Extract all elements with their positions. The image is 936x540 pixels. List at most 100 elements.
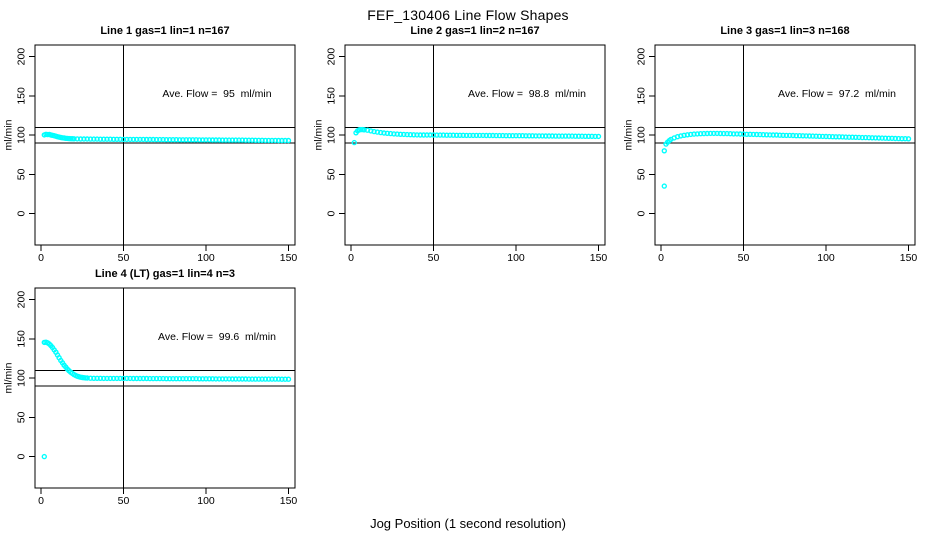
data-point — [493, 132, 499, 139]
x-tick-label: 50 — [738, 252, 750, 264]
y-tick-label: 150 — [326, 87, 338, 105]
y-tick-label: 100 — [326, 126, 338, 144]
y-tick-label: 150 — [16, 87, 28, 105]
data-point — [285, 137, 292, 144]
data-point — [595, 133, 602, 140]
data-point — [351, 139, 357, 146]
y-tick-label: 150 — [636, 87, 648, 105]
avg-flow-annotation: Ave. Flow = 95 ml/min — [162, 88, 271, 100]
data-point — [783, 132, 790, 139]
data-point — [509, 132, 516, 139]
data-point — [176, 137, 183, 143]
y-tick-label: 100 — [16, 369, 28, 387]
data-point — [266, 137, 272, 144]
avg-flow-annotation: Ave. Flow = 97.2 ml/min — [778, 88, 896, 100]
data-point — [503, 132, 509, 139]
data-point — [476, 132, 483, 139]
line-4-plot: 0 50 100 150 200 0 50 100 150 Line 4 (LT) gas=1 … — [3, 268, 298, 507]
data-point — [470, 132, 476, 139]
x-tick-label: 50 — [428, 252, 440, 264]
data-point — [523, 133, 529, 139]
data-point — [453, 132, 460, 139]
data-point — [572, 133, 579, 139]
data-point — [97, 136, 104, 142]
x-tick-label: 50 — [118, 495, 130, 507]
y-axis-label: ml/min — [623, 119, 635, 150]
data-point — [562, 133, 569, 139]
panel-line-4: 0 50 100 150 200 0 50 100 150 Line 4 (LT) gas=1 … — [0, 263, 310, 513]
x-tick-label: 100 — [507, 252, 525, 264]
data-point — [91, 375, 97, 382]
data-point — [443, 132, 450, 138]
data-point — [285, 376, 292, 382]
x-axis-label: Jog Position (1 second resolution) — [370, 516, 566, 531]
plot-box — [654, 44, 916, 246]
data-point — [41, 453, 47, 460]
y-tick-label: 200 — [16, 48, 28, 66]
y-tick-label: 100 — [16, 126, 28, 144]
data-point — [259, 376, 265, 382]
line-1-plot: 0 50 100 150 200 0 50 100 150 Line 1 gas=1 lin=1… — [3, 25, 298, 264]
x-tick-label: 0 — [38, 495, 44, 507]
figure-title: FEF_130406 Line Flow Shapes — [367, 7, 569, 23]
data-point — [252, 376, 259, 382]
data-point — [770, 132, 776, 138]
y-tick-label: 50 — [16, 168, 28, 180]
x-tick-label: 100 — [197, 252, 215, 264]
data-point — [542, 133, 549, 139]
panel-title: Line 1 gas=1 lin=1 n=167 — [100, 25, 229, 37]
x-tick-label: 150 — [900, 252, 918, 264]
data-point — [242, 137, 249, 143]
line-2-plot: 0 50 100 150 200 0 50 100 150 Line 2 gas=1 lin=2… — [313, 25, 608, 264]
plot-box — [34, 287, 296, 489]
y-tick-label: 0 — [326, 211, 338, 217]
panel-line-2: 0 50 100 150 200 0 50 100 150 Line 2 gas=1 lin=2… — [310, 20, 620, 270]
data-point — [526, 133, 532, 139]
data-point — [556, 133, 562, 139]
y-tick-label: 200 — [326, 48, 338, 66]
plot-box — [344, 44, 606, 246]
y-tick-label: 200 — [636, 48, 648, 66]
panel-line-1: 0 50 100 150 200 0 50 100 150 Line 1 gas=1 lin=1… — [0, 20, 310, 270]
avg-flow-annotation: Ave. Flow = 98.8 ml/min — [468, 88, 586, 100]
data-point — [486, 132, 493, 139]
data-point — [576, 133, 582, 139]
data-point — [91, 136, 97, 142]
data-point — [107, 375, 114, 382]
data-point — [661, 148, 667, 154]
y-tick-label: 0 — [16, 454, 28, 460]
data-point — [226, 137, 232, 143]
data-point — [282, 376, 288, 382]
data-point — [720, 130, 727, 137]
y-axis-label: ml/min — [3, 119, 15, 150]
data-point — [209, 137, 216, 143]
data-point — [269, 376, 275, 382]
data-point — [592, 133, 598, 140]
data-point — [114, 375, 120, 382]
data-point — [127, 136, 133, 143]
x-tick-label: 0 — [348, 252, 354, 264]
y-tick-label: 50 — [16, 411, 28, 423]
x-tick-label: 0 — [658, 252, 664, 264]
panel-title: Line 4 (LT) gas=1 lin=4 n=3 — [95, 268, 235, 280]
x-tick-label: 150 — [280, 495, 298, 507]
data-point — [176, 375, 183, 382]
data-point — [269, 137, 275, 144]
panel-line-3: 0 50 100 150 200 0 50 100 150 Line 3 gas=1 lin=3… — [620, 20, 930, 270]
panel-title: Line 2 gas=1 lin=2 n=167 — [410, 25, 539, 37]
y-axis-label: ml/min — [3, 362, 15, 393]
data-point — [282, 137, 288, 144]
x-tick-label: 100 — [817, 252, 835, 264]
panel-title: Line 3 gas=1 lin=3 n=168 — [720, 25, 849, 37]
data-point — [143, 136, 150, 143]
data-point — [905, 136, 912, 142]
x-tick-label: 150 — [590, 252, 608, 264]
data-point — [81, 136, 87, 142]
plot-box — [34, 44, 296, 246]
y-tick-label: 200 — [16, 291, 28, 309]
data-point — [420, 132, 427, 138]
x-tick-label: 100 — [197, 495, 215, 507]
x-tick-label: 0 — [38, 252, 44, 264]
y-axis-label: ml/min — [313, 119, 325, 150]
